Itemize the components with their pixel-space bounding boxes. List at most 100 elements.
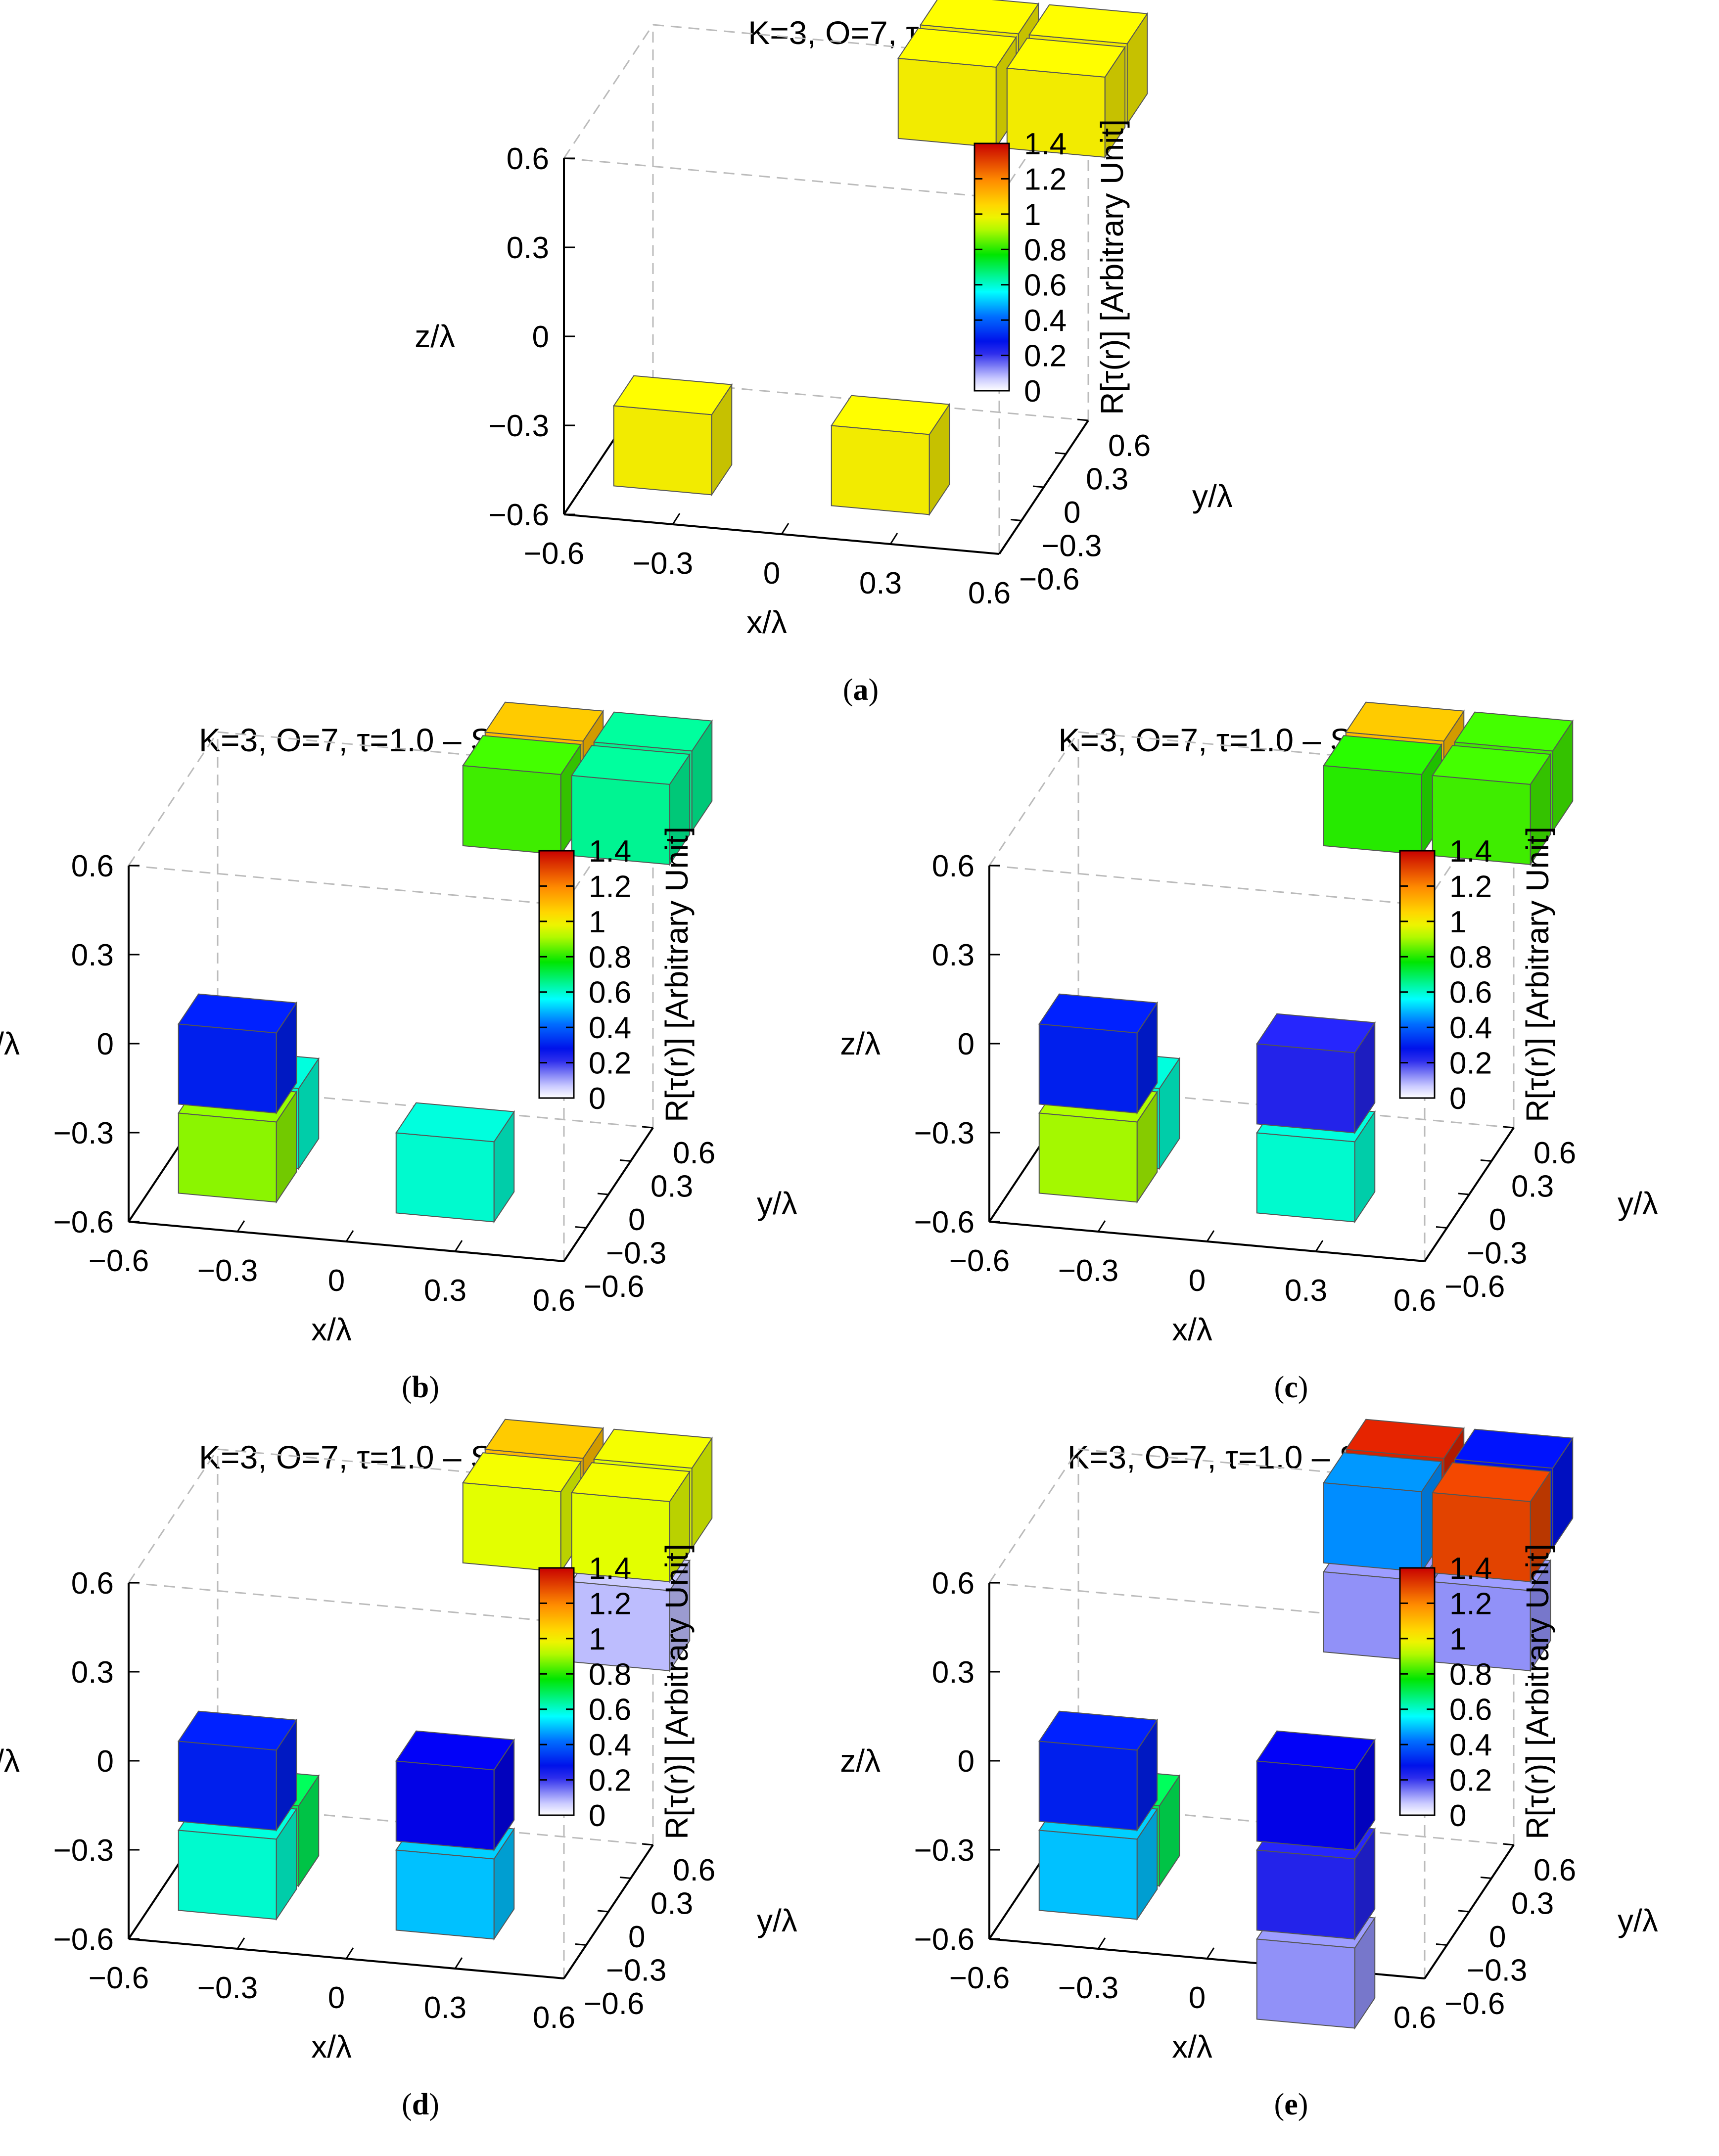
grid-edge [989,865,1425,906]
colorbar [538,1567,575,1816]
colorbar-tick-label: 0.4 [589,1011,631,1045]
voxel-front-face [395,1849,495,1940]
y-tick-mark [1010,519,1022,521]
x-tick-mark [236,1220,245,1232]
z-tick-label: 0 [958,1744,975,1779]
voxel [897,28,1018,149]
z-tick-label: 0.3 [71,938,114,972]
voxel-top-face [1038,993,1159,1034]
voxel-top-face [830,395,951,435]
colorbar-tick-label: 1 [1449,1622,1466,1656]
colorbar-label: R[τ(r)] [Arbitrary Unit] [1520,1544,1555,1839]
x-tick-label: 0.6 [533,2001,575,2035]
caption-b: (b) [402,1371,439,1404]
x-tick-label: 0.3 [424,1991,466,2025]
colorbar-tick-label: 0.6 [589,976,631,1010]
y-tick-label: 0.6 [673,1853,715,1887]
voxel-front-face [1256,1132,1355,1223]
colorbar-tick-label: 1.2 [1024,162,1067,196]
voxel-front-face [462,765,561,855]
colorbar-tick-label: 0.6 [1449,976,1492,1010]
voxel [1322,735,1443,857]
y-tick-mark [642,1843,653,1846]
y-tick-mark [1413,1259,1425,1262]
colorbar-tick-label: 0.2 [1449,1047,1492,1081]
colorbar-tick-label: 0 [1024,374,1041,409]
x-axis-label: x/λ [1172,1312,1212,1347]
x-tick-label: −0.3 [1058,1971,1118,2005]
y-tick-label: 0.3 [1086,462,1128,497]
y-tick-label: 0.6 [1108,429,1151,463]
voxel [570,1462,691,1584]
grid-edge [128,732,219,866]
voxel-front-face [178,1112,277,1203]
voxel-front-face [178,1741,277,1831]
y-tick-label: −0.3 [1467,1237,1527,1271]
voxel-top-face [593,711,713,752]
x-tick-mark [988,1210,997,1222]
caption-label-a: a [853,673,869,707]
x-tick-mark [1424,1967,1433,1979]
y-tick-mark [988,552,1000,555]
z-tick-label: 0.3 [932,938,975,972]
grid-edge [988,1449,1079,1583]
x-tick-mark [781,523,790,535]
voxel-front-face [1256,1043,1355,1134]
voxel-front-face [1038,1112,1138,1203]
colorbar-tick-label: 0.8 [1024,233,1067,267]
x-tick-mark [128,1927,137,1939]
x-tick-mark [672,513,681,525]
colorbar-tick-label: 1 [1024,198,1041,232]
x-tick-mark [563,1250,572,1262]
y-axis-label: y/λ [757,1186,797,1221]
z-tick-label: 0.6 [71,849,114,883]
z-tick-label: −0.3 [53,1834,114,1868]
voxel-front-face [1038,1741,1138,1831]
y-tick-label: 0 [1489,1920,1506,1954]
y-axis-label: y/λ [1192,478,1233,514]
z-tick-label: 0.6 [932,849,975,883]
x-tick-label: 0 [763,556,780,591]
y-tick-mark [1480,1877,1492,1879]
colorbar-tick-label: 0 [1449,1082,1466,1116]
voxel-front-face [395,1760,495,1851]
voxel-top-face [1345,1419,1465,1459]
z-tick-label: −0.3 [53,1116,114,1150]
y-tick-mark [575,1226,587,1229]
colorbar-tick-label: 0.4 [1449,1728,1492,1762]
colorbar-tick-label: 1.4 [1024,127,1067,161]
y-tick-mark [553,1259,564,1262]
y-tick-label: 0.3 [1511,1170,1554,1204]
voxel-front-face [1256,1760,1355,1851]
caption-label-c: c [1284,1371,1298,1404]
y-tick-label: 0.6 [1533,1136,1576,1170]
chart-plot-c: −0.6−0.6−0.6−0.3−0.3−0.30000.30.30.30.60… [840,701,1658,1347]
z-tick-label: −0.3 [914,1116,975,1150]
voxel-front-face [395,1132,495,1223]
x-axis-label: x/λ [1172,2029,1212,2064]
x-tick-label: 0 [1189,1264,1206,1298]
z-tick-label: 0 [97,1027,114,1061]
voxel [177,993,298,1115]
x-tick-label: −0.6 [89,1244,149,1278]
x-tick-mark [345,1947,354,1959]
colorbar-tick-label: 0.6 [1449,1693,1492,1727]
y-tick-mark [553,1976,564,1979]
x-tick-mark [1424,1250,1433,1262]
grid-edge [988,732,1079,866]
caption-c: (c) [1274,1371,1308,1404]
voxel-front-face [1038,1830,1138,1920]
z-tick-label: −0.3 [914,1834,975,1868]
colorbar-tick-label: 1.4 [589,1552,631,1586]
x-tick-label: 0.6 [1394,2001,1436,2035]
voxel-top-face [462,735,582,775]
caption-d: (d) [402,2088,439,2121]
x-tick-label: 0 [328,1264,345,1298]
z-tick-label: 0 [958,1027,975,1061]
colorbar-tick-label: 0.8 [1449,1657,1492,1692]
colorbar-tick-label: 0.6 [1024,269,1067,303]
x-tick-label: 0.3 [1285,1274,1327,1308]
voxel-front-face [462,1482,561,1572]
y-tick-mark [1480,1159,1492,1162]
voxel-top-face [462,1452,582,1492]
